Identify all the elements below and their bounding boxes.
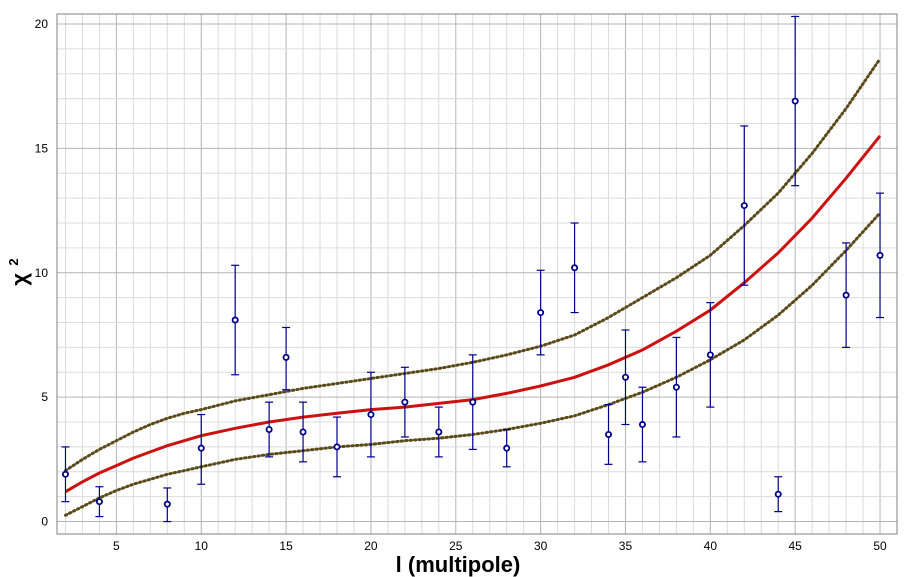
data-point bbox=[774, 490, 782, 498]
data-point-group bbox=[282, 326, 291, 391]
data-point-group bbox=[604, 404, 613, 465]
data-point-group bbox=[570, 222, 579, 314]
y-axis-label: χ 2 bbox=[6, 258, 32, 285]
data-point-group bbox=[876, 192, 885, 319]
data-point bbox=[706, 351, 714, 359]
data-points bbox=[61, 15, 885, 523]
x-tick-label: 50 bbox=[873, 539, 887, 553]
data-point-group bbox=[621, 329, 630, 426]
data-point-group bbox=[842, 242, 851, 348]
plot-frame bbox=[56, 13, 898, 535]
x-tick-label: 15 bbox=[279, 539, 293, 553]
data-point bbox=[299, 428, 307, 436]
x-axis-label: l (multipole) bbox=[396, 552, 521, 577]
data-point bbox=[672, 383, 680, 391]
data-point-group bbox=[299, 401, 308, 463]
x-tick-label: 40 bbox=[704, 539, 718, 553]
x-tick-label: 30 bbox=[534, 539, 548, 553]
y-tick-label: 20 bbox=[35, 17, 49, 31]
data-point-group bbox=[536, 269, 545, 356]
x-tick-label: 35 bbox=[619, 539, 633, 553]
data-point bbox=[333, 443, 341, 451]
data-point-group bbox=[61, 446, 70, 503]
data-point bbox=[503, 444, 511, 452]
data-point bbox=[367, 411, 375, 419]
data-point bbox=[605, 430, 613, 438]
data-point bbox=[231, 316, 239, 324]
data-point bbox=[265, 426, 273, 434]
data-point bbox=[842, 291, 850, 299]
data-point bbox=[621, 373, 629, 381]
lower-bound-curve bbox=[64, 211, 882, 517]
data-point-group bbox=[502, 428, 511, 468]
data-point-group bbox=[366, 371, 375, 458]
data-point-group bbox=[791, 15, 800, 187]
y-axis-label-main: χ bbox=[7, 273, 32, 286]
data-point bbox=[61, 470, 69, 478]
data-point-group bbox=[400, 366, 409, 438]
data-point-group bbox=[265, 401, 274, 458]
y-tick-label: 0 bbox=[41, 515, 48, 529]
y-axis-label-exponent: 2 bbox=[6, 258, 21, 265]
x-tick-label: 25 bbox=[449, 539, 463, 553]
data-point bbox=[282, 353, 290, 361]
data-point-group bbox=[163, 487, 172, 523]
y-tick-label: 5 bbox=[41, 390, 48, 404]
data-point-group bbox=[740, 125, 749, 286]
x-tick-label: 5 bbox=[113, 539, 120, 553]
x-tick-label: 20 bbox=[364, 539, 378, 553]
data-point bbox=[537, 309, 545, 317]
data-point-group bbox=[95, 486, 104, 518]
data-point bbox=[638, 421, 646, 429]
data-point-group bbox=[706, 302, 715, 408]
data-point-group bbox=[774, 476, 783, 513]
data-point bbox=[740, 202, 748, 210]
data-point-group bbox=[333, 416, 341, 478]
data-point-group bbox=[672, 336, 681, 438]
data-point bbox=[197, 444, 205, 452]
x-tick-label: 45 bbox=[789, 539, 803, 553]
data-point bbox=[95, 498, 103, 506]
x-tick-labels: 5 10 15 20 25 30 35 40 45 50 bbox=[113, 539, 887, 553]
data-point bbox=[791, 97, 799, 105]
data-point bbox=[571, 264, 579, 272]
y-tick-label: 10 bbox=[35, 266, 49, 280]
data-point-group bbox=[434, 406, 443, 458]
data-point-group bbox=[638, 386, 647, 463]
y-tick-labels: 0 5 10 15 20 bbox=[35, 17, 49, 529]
data-point bbox=[876, 251, 884, 259]
data-point-group bbox=[468, 354, 477, 451]
data-point bbox=[401, 398, 409, 406]
y-tick-label: 15 bbox=[35, 141, 49, 155]
data-point bbox=[163, 500, 171, 508]
data-point-group bbox=[197, 413, 206, 485]
data-point bbox=[435, 428, 443, 436]
data-point-group bbox=[231, 264, 240, 376]
x-tick-label: 10 bbox=[195, 539, 209, 553]
data-point bbox=[469, 398, 477, 406]
